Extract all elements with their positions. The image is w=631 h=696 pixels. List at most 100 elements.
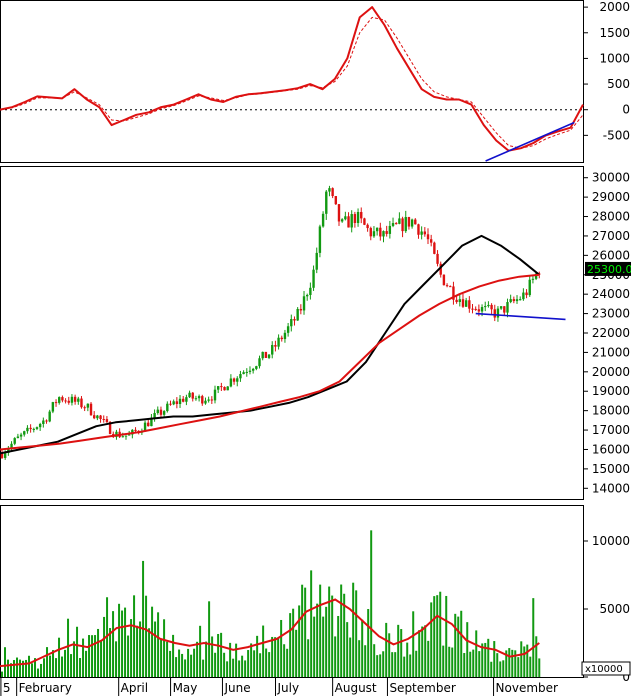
volume-bar bbox=[181, 653, 184, 677]
volume-bar bbox=[175, 657, 178, 677]
candle-body bbox=[436, 253, 439, 264]
volume-bar bbox=[394, 652, 397, 677]
candle bbox=[452, 281, 455, 305]
candle bbox=[519, 296, 522, 301]
volume-bar bbox=[64, 649, 67, 677]
candle bbox=[83, 405, 86, 412]
volume-bar bbox=[529, 656, 532, 677]
candle-body bbox=[458, 299, 461, 303]
candle-body bbox=[127, 434, 131, 436]
volume-bar bbox=[253, 650, 256, 677]
volume-bar bbox=[43, 658, 46, 677]
volume-bar bbox=[97, 628, 100, 677]
candle-body bbox=[51, 402, 55, 412]
candle-body bbox=[490, 304, 493, 310]
volume-bar bbox=[118, 603, 121, 677]
volume-bar bbox=[385, 622, 388, 677]
volume-bar bbox=[4, 647, 7, 677]
candle bbox=[178, 395, 182, 408]
x-axis-tick-label: June bbox=[223, 681, 250, 695]
volume-bar bbox=[286, 648, 289, 677]
candle-body bbox=[245, 371, 248, 373]
candle bbox=[512, 296, 516, 304]
volume-bar bbox=[460, 610, 463, 677]
volume-tick-label: 5000 bbox=[599, 602, 630, 616]
candle-body bbox=[331, 188, 334, 197]
candle-body bbox=[433, 242, 436, 254]
candle-body bbox=[509, 299, 512, 303]
candle bbox=[525, 289, 528, 299]
candle-body bbox=[64, 400, 67, 402]
candle-body bbox=[363, 218, 366, 225]
candle-body bbox=[468, 300, 471, 309]
candle bbox=[10, 441, 13, 452]
candle-body bbox=[89, 403, 93, 416]
candle-body bbox=[410, 219, 414, 227]
candle bbox=[261, 351, 264, 361]
candle bbox=[353, 211, 357, 228]
candle-body bbox=[248, 370, 252, 372]
volume-bar bbox=[418, 630, 421, 677]
candle bbox=[134, 427, 137, 432]
volume-bar bbox=[295, 629, 298, 677]
price-tick-label: 24000 bbox=[592, 287, 630, 301]
candle bbox=[220, 382, 223, 392]
candle-body bbox=[391, 223, 395, 226]
candle-body bbox=[302, 296, 306, 311]
candle bbox=[356, 208, 360, 227]
volume-tick-label: 10000 bbox=[592, 534, 630, 548]
oscillator-main-line bbox=[0, 6, 584, 152]
volume-bar bbox=[313, 616, 316, 677]
volume-bar bbox=[478, 651, 481, 677]
candle-body bbox=[26, 427, 29, 432]
candle-body bbox=[261, 351, 264, 359]
volume-bar bbox=[304, 587, 307, 677]
candle bbox=[506, 298, 509, 318]
volume-bar bbox=[76, 626, 79, 677]
candle bbox=[48, 409, 51, 423]
candle bbox=[283, 329, 287, 343]
candle-body bbox=[194, 398, 198, 400]
candle-body bbox=[223, 386, 226, 391]
oscillator-signal-line bbox=[0, 16, 584, 149]
volume-unit-box bbox=[581, 661, 631, 676]
candle-body bbox=[484, 306, 487, 308]
candle-body bbox=[42, 420, 45, 425]
candle bbox=[19, 432, 23, 441]
candle-body bbox=[48, 411, 51, 422]
candle bbox=[433, 241, 436, 255]
volume-bar bbox=[358, 640, 361, 677]
volume-bar bbox=[391, 652, 394, 677]
candle-body bbox=[350, 214, 353, 228]
candle-body bbox=[258, 358, 261, 367]
volume-bar bbox=[58, 637, 61, 677]
x-axis-tick-label: April bbox=[121, 681, 148, 695]
candle-body bbox=[429, 239, 433, 243]
volume-bar bbox=[202, 659, 205, 677]
candle-body bbox=[499, 306, 503, 309]
candle-body bbox=[318, 226, 322, 253]
candle-body bbox=[16, 436, 20, 439]
candle-body bbox=[328, 188, 331, 192]
candle bbox=[185, 394, 188, 406]
volume-bar bbox=[100, 641, 103, 677]
candle bbox=[102, 415, 105, 423]
candle-body bbox=[286, 326, 290, 333]
candle-body bbox=[379, 227, 382, 237]
candle-body bbox=[398, 218, 401, 224]
volume-bar bbox=[46, 647, 49, 677]
candle-body bbox=[229, 378, 233, 387]
volume-bar bbox=[31, 663, 34, 677]
candle bbox=[455, 295, 458, 304]
candle bbox=[124, 435, 128, 440]
volume-bar bbox=[538, 658, 541, 677]
candle bbox=[468, 296, 471, 313]
volume-bar bbox=[262, 625, 265, 677]
candle bbox=[487, 301, 490, 308]
volume-bar bbox=[127, 635, 130, 677]
volume-bar bbox=[469, 651, 472, 677]
candle-body bbox=[401, 218, 404, 232]
candle bbox=[401, 216, 404, 238]
volume-bar bbox=[373, 644, 376, 677]
candle-body bbox=[525, 292, 528, 296]
